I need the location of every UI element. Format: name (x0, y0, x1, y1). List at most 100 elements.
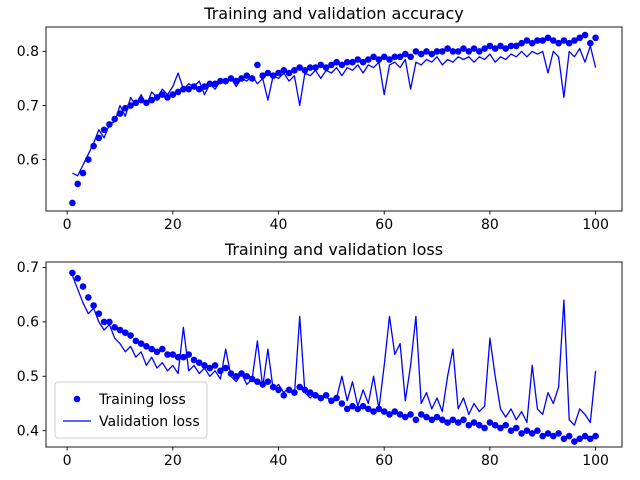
marker-dot (127, 332, 134, 339)
marker-dot (280, 392, 288, 399)
marker-dot (180, 353, 187, 361)
marker-dot (412, 48, 420, 55)
marker-dot (354, 405, 362, 413)
marker-dot (291, 67, 298, 74)
marker-dot (174, 88, 182, 96)
x-tick-label: 60 (375, 217, 393, 233)
marker-dot (391, 53, 399, 61)
axes-frame (45, 26, 623, 212)
marker-dot (565, 39, 573, 47)
marker-dot (576, 34, 583, 42)
legend-dot-marker (73, 395, 81, 403)
marker-dot (502, 421, 510, 429)
marker-dot (333, 58, 340, 66)
marker-dot (296, 383, 304, 391)
marker-dot (587, 39, 594, 47)
marker-dot (417, 50, 425, 58)
marker-dot (507, 42, 515, 50)
marker-dot (359, 58, 367, 66)
marker-dot (433, 413, 441, 421)
marker-dot (106, 318, 113, 326)
marker-dot (396, 53, 404, 61)
marker-dot (354, 56, 362, 63)
marker-dot (148, 345, 155, 353)
marker-dot (523, 427, 531, 434)
series-validation-accuracy (72, 45, 597, 177)
marker-dot (74, 275, 81, 282)
marker-dot (380, 408, 388, 415)
legend-label: Validation loss (99, 414, 200, 430)
marker-dot (513, 42, 520, 50)
marker-dot (190, 356, 198, 364)
marker-dot (79, 169, 87, 177)
marker-dot (465, 48, 473, 55)
x-tick-label: 0 (63, 217, 72, 233)
marker-dot (74, 180, 81, 188)
marker-dot (195, 359, 203, 366)
marker-dot (100, 126, 108, 134)
marker-dot (560, 435, 568, 443)
marker-dot (518, 39, 525, 47)
marker-dot (143, 343, 150, 350)
y-tick-label: 0.6 (17, 152, 39, 168)
x-tick-label: 60 (375, 453, 393, 469)
marker-dot (423, 48, 430, 55)
marker-dot (386, 411, 393, 418)
x-tick-label: 0 (63, 453, 72, 469)
marker-dot (428, 416, 436, 424)
marker-dot (296, 64, 304, 71)
marker-dot (502, 45, 510, 52)
x-tick-label: 40 (270, 453, 288, 469)
marker-dot (539, 432, 546, 440)
marker-dot (359, 402, 367, 410)
marker-dot (444, 419, 451, 426)
loss-plot-area: 0 20 40 60 80 100 0.4 0.5 0.6 0.7 Training loss Val… (17, 260, 623, 469)
marker-dot (449, 416, 457, 424)
accuracy-chart-title: Training and validation accuracy (203, 4, 463, 23)
marker-dot (243, 373, 251, 380)
marker-dot (407, 53, 414, 61)
marker-dot (565, 432, 573, 440)
x-tick-label: 20 (164, 453, 182, 469)
marker-dot (79, 283, 87, 290)
marker-dot (90, 302, 97, 309)
marker-dot (454, 48, 462, 55)
marker-dot (338, 400, 346, 407)
marker-dot (439, 416, 446, 424)
marker-dot (481, 45, 488, 52)
marker-dot (486, 419, 494, 426)
marker-dot (460, 45, 467, 52)
y-tick-label: 0.7 (17, 98, 39, 114)
marker-dot (528, 430, 536, 437)
marker-dot (95, 310, 103, 317)
marker-dot (306, 64, 314, 71)
series-training-loss (69, 269, 599, 445)
marker-dot (454, 419, 462, 426)
marker-dot (460, 416, 467, 424)
marker-dot (555, 39, 562, 47)
marker-dot (534, 37, 541, 44)
marker-dot (95, 134, 103, 142)
accuracy-plot-area: 0 20 40 60 80 100 0.6 0.7 0.8 (17, 26, 623, 233)
x-tick-label: 80 (481, 217, 499, 233)
marker-dot (328, 61, 335, 69)
marker-dot (365, 56, 372, 63)
marker-dot (386, 56, 393, 63)
marker-dot (544, 430, 552, 437)
marker-dot (581, 31, 589, 39)
marker-dot (349, 402, 356, 410)
marker-dot (550, 432, 557, 440)
marker-dot (402, 413, 409, 421)
marker-dot (111, 324, 118, 331)
marker-dot (69, 199, 76, 207)
loss-chart: Training and validation loss 0 20 40 60 80 10… (17, 240, 623, 469)
marker-dot (544, 34, 552, 42)
marker-dot (201, 362, 208, 369)
marker-dot (137, 340, 145, 347)
marker-dot (285, 69, 293, 77)
marker-dot (254, 378, 261, 385)
marker-dot (476, 421, 483, 429)
marker-dot (486, 42, 494, 50)
marker-dot (153, 348, 161, 356)
